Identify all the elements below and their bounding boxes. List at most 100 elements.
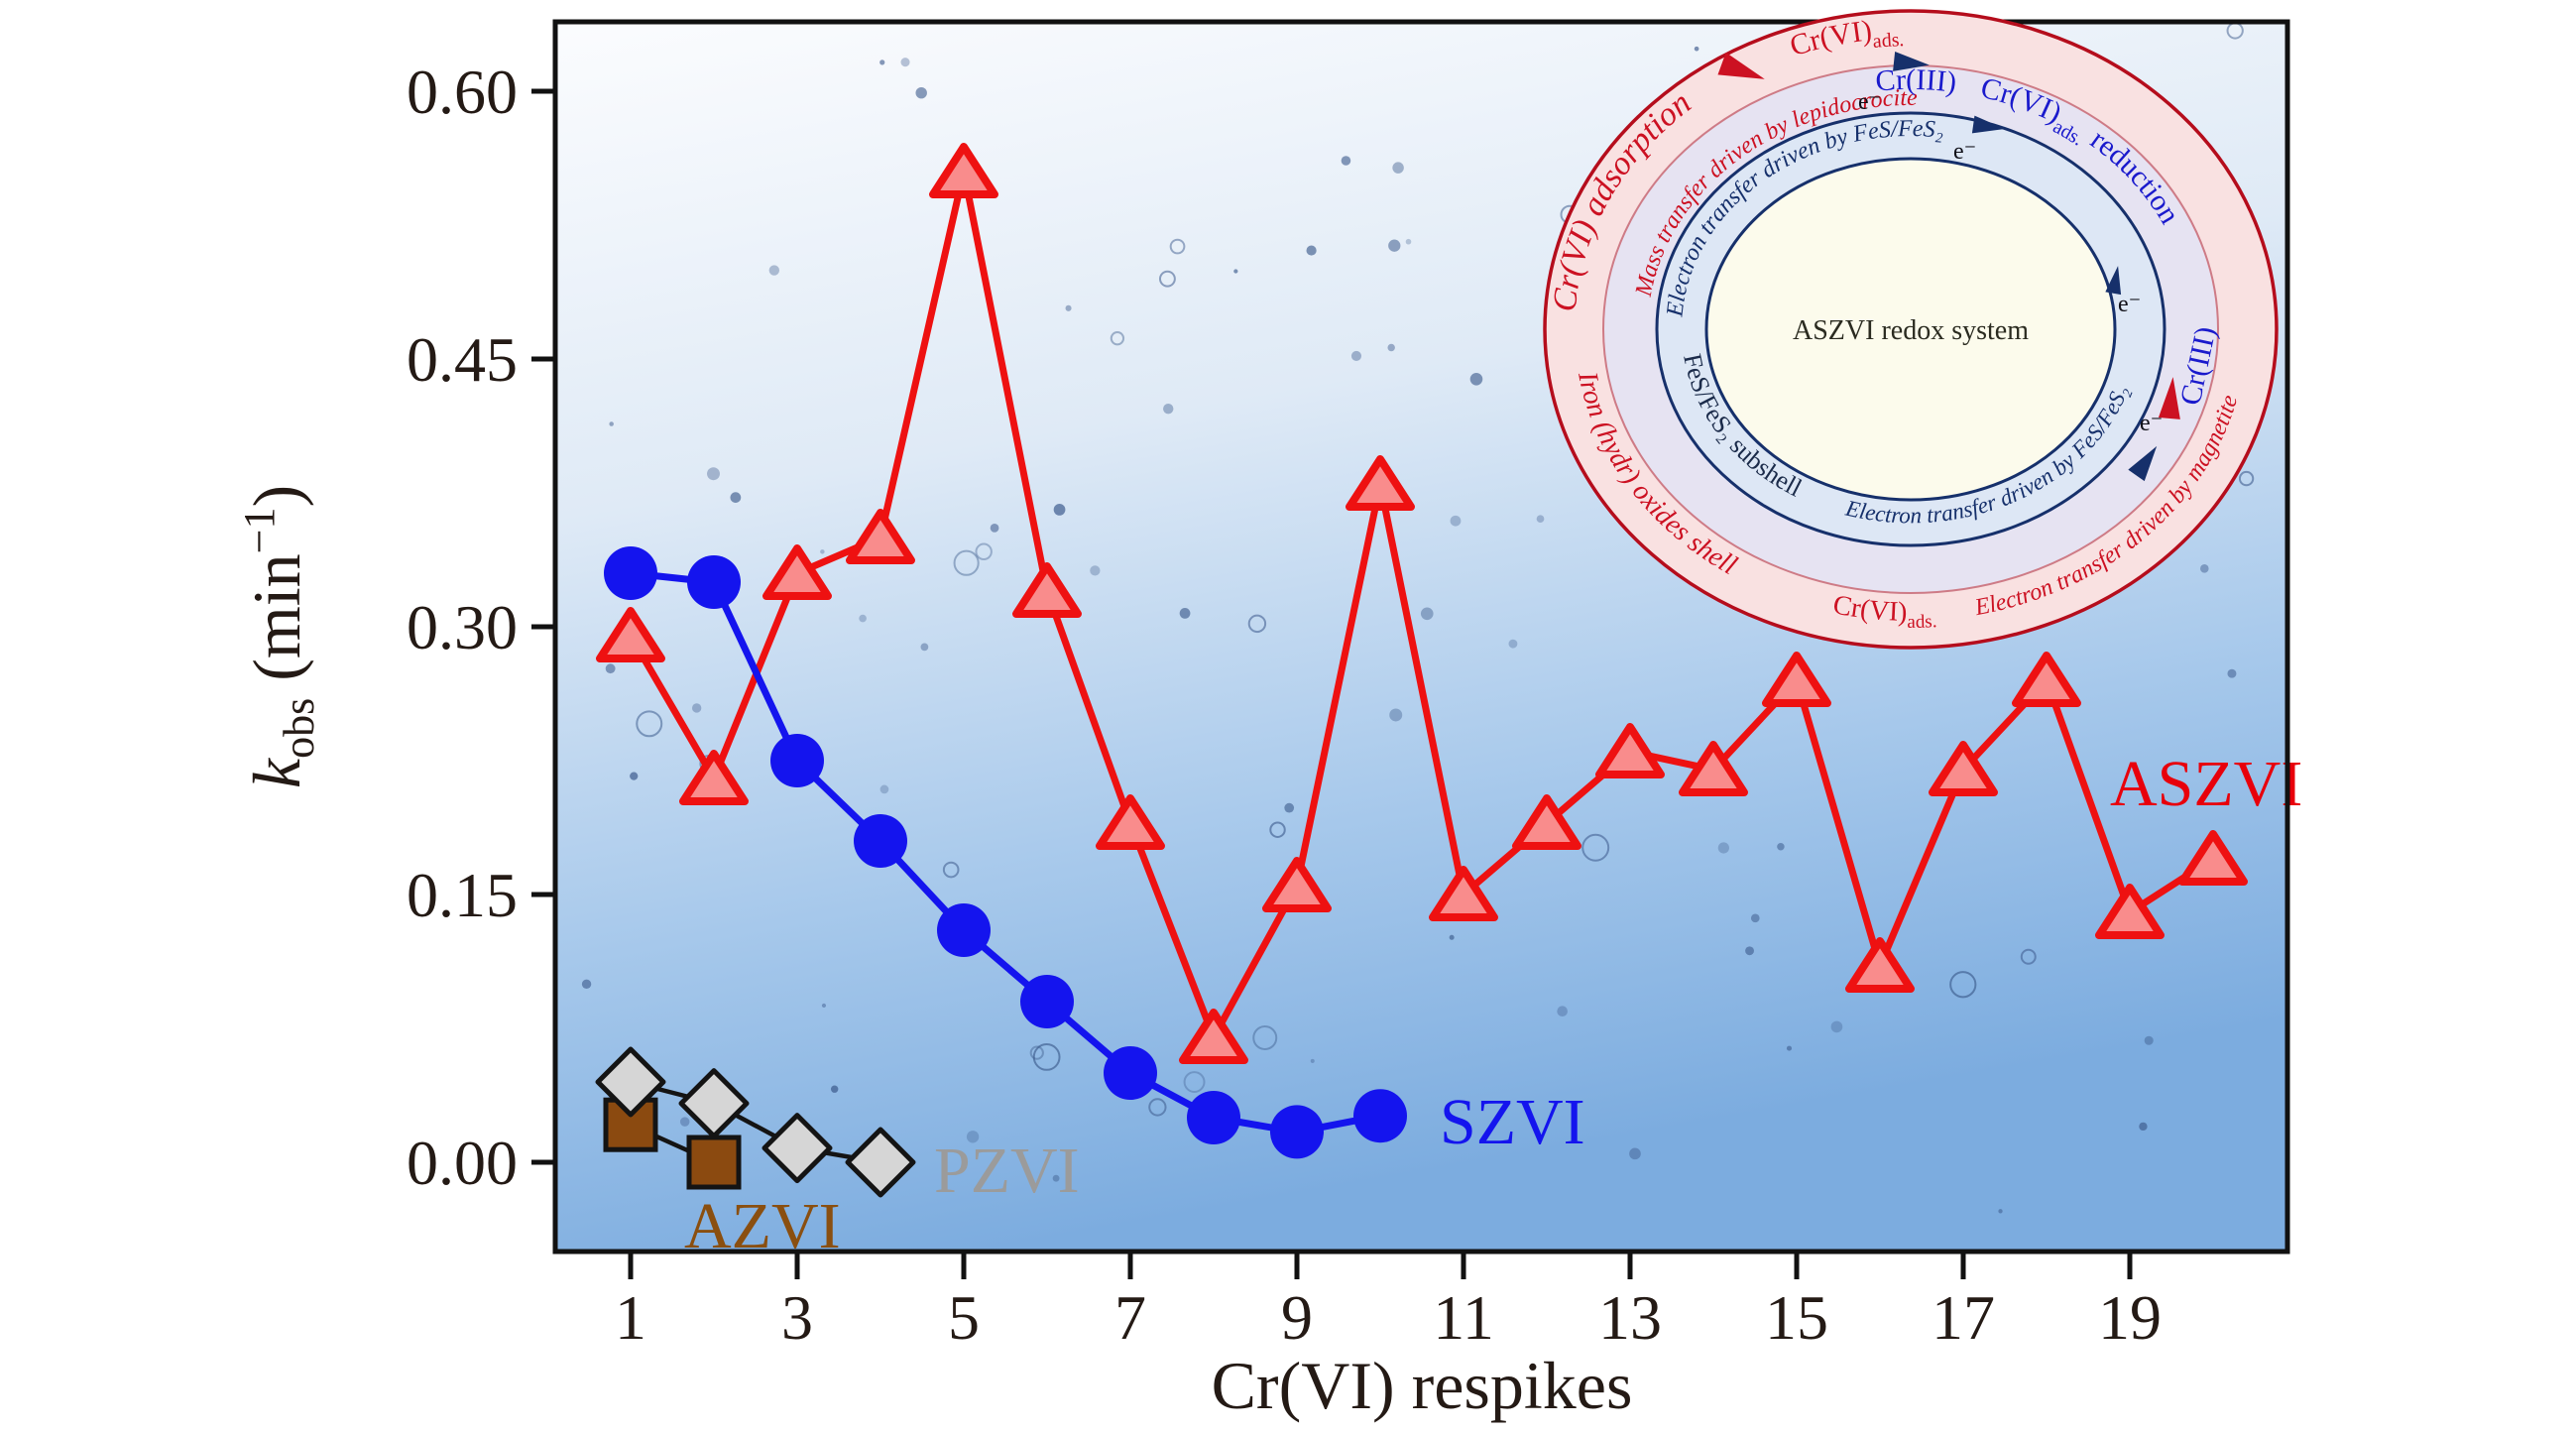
inset-electron-label-4: e⁻ [2140, 411, 2163, 436]
data-point-aszvi [2178, 830, 2248, 886]
plot-frame [552, 19, 2290, 1255]
data-point-szvi [1353, 1089, 1407, 1143]
data-point-aszvi [1679, 741, 1748, 796]
bubble-dot [1694, 46, 1699, 52]
bubble-dot [1341, 156, 1351, 166]
data-point-szvi [687, 555, 741, 609]
data-point-szvi [770, 734, 824, 787]
bubble-ring [1148, 1098, 1167, 1117]
bubble-dot [1310, 1058, 1315, 1063]
data-point-aszvi [2012, 652, 2081, 707]
bubble-ring [1581, 833, 1610, 862]
bubble-dot [879, 784, 889, 794]
bubble-dot [1163, 403, 1174, 415]
y-tick-label: 0.60 [407, 57, 518, 127]
data-point-szvi [1104, 1046, 1157, 1100]
data-point-aszvi [1512, 794, 1581, 850]
series-label-aszvi: ASZVI [2110, 748, 2302, 820]
bubble-dot [966, 1131, 980, 1143]
data-point-aszvi [1595, 723, 1665, 778]
data-point-aszvi [679, 750, 749, 805]
bubble-ring [953, 549, 980, 576]
series-line-aszvi [627, 171, 2215, 1046]
y-tick-label: 0.00 [407, 1128, 518, 1198]
series-label-szvi: SZVI [1440, 1086, 1585, 1158]
bubble-ring [2020, 948, 2037, 965]
inset-center-label: ASZVI redox system [1793, 315, 2029, 346]
bubble-dot [1449, 934, 1455, 940]
x-tick-label: 11 [1433, 1282, 1494, 1353]
data-point-aszvi [1012, 562, 1082, 618]
bubble-dot [2144, 1035, 2154, 1045]
bubble-ring [1029, 1045, 1044, 1060]
bubble-dot [1389, 708, 1403, 722]
y-axis-ticks: 0.60 0.45 0.30 0.15 0.00 [407, 57, 555, 1198]
bubble-dot [1392, 162, 1404, 174]
bubble-ring [1252, 1025, 1278, 1050]
data-point-aszvi [1096, 794, 1165, 850]
bubble-dot [1830, 1020, 1843, 1033]
bubble-dot [920, 643, 929, 652]
bubble-ring [1110, 331, 1125, 346]
bubble-dot [1387, 343, 1395, 352]
inset-label-cr3-top: Cr(III) [1874, 63, 1958, 99]
inset-navy-arrowhead-top [1893, 51, 1930, 71]
bubble-dot [1469, 372, 1483, 386]
bubble-dot [859, 614, 867, 623]
bubble-dot [1388, 239, 1401, 252]
bubble-dot [1420, 607, 1434, 621]
x-axis-title: Cr(VI) respikes [1212, 1348, 1633, 1423]
data-point-szvi [1020, 975, 1074, 1028]
y-tick-label: 0.30 [407, 592, 518, 662]
inset-navy-arrowhead-inner-top [1971, 115, 2005, 134]
data-point-szvi [1270, 1105, 1324, 1159]
series-azvi [603, 1097, 742, 1190]
data-point-aszvi [596, 607, 665, 662]
bubble-dot [1777, 842, 1785, 851]
bubble-dot [1998, 1209, 2003, 1214]
x-tick-label: 9 [1281, 1282, 1313, 1353]
bubble-dot [990, 524, 999, 533]
bubble-dot [1745, 946, 1754, 956]
bubble-dot [691, 703, 702, 713]
data-point-szvi [854, 814, 907, 868]
data-point-azvi [603, 1097, 658, 1152]
data-point-aszvi [1929, 741, 1998, 796]
bubble-dot [821, 1003, 827, 1009]
bubble-dot [830, 1085, 839, 1093]
bubble-dot [630, 772, 639, 780]
bubble-dot [900, 58, 910, 67]
data-point-azvi [686, 1135, 742, 1190]
bubble-dot [679, 1117, 690, 1127]
bubble-dot [1536, 515, 1545, 524]
data-point-aszvi [929, 143, 998, 198]
bubble-dot [1306, 245, 1317, 256]
aszvi-redox-inset-diagram: Cr(VI) adsorption Cr(VI)ads. Mass transf… [1543, 9, 2279, 650]
bubble-ring [942, 861, 960, 879]
bubble-dot [1233, 269, 1238, 274]
bubble-ring [636, 710, 663, 738]
bubble-dot [2227, 668, 2237, 678]
y-tick-label: 0.15 [407, 860, 518, 930]
data-point-szvi [1187, 1091, 1240, 1144]
bubble-ring [1169, 238, 1186, 255]
bubble-dot [1508, 639, 1518, 649]
bubble-dot [1284, 802, 1295, 813]
data-point-aszvi [2095, 884, 2165, 939]
x-tick-label: 13 [1598, 1282, 1662, 1353]
bubble-dot [1750, 913, 1760, 923]
x-tick-label: 1 [615, 1282, 646, 1353]
y-axis-title: kobs (min−1) [235, 485, 323, 788]
bubble-dot [1405, 238, 1412, 245]
bubble-dot [609, 421, 614, 426]
data-point-pzvi [845, 1127, 916, 1198]
bubble-ring [2238, 470, 2255, 487]
data-point-aszvi [1845, 937, 1915, 993]
bubble-dot [1052, 1174, 1060, 1182]
y-tick-label: 0.45 [407, 324, 518, 395]
inset-navy-arrowhead-right-mid [2105, 266, 2122, 296]
data-point-pzvi [595, 1046, 666, 1118]
bubble-ring [1247, 614, 1267, 634]
bubble-dot [1090, 565, 1101, 576]
